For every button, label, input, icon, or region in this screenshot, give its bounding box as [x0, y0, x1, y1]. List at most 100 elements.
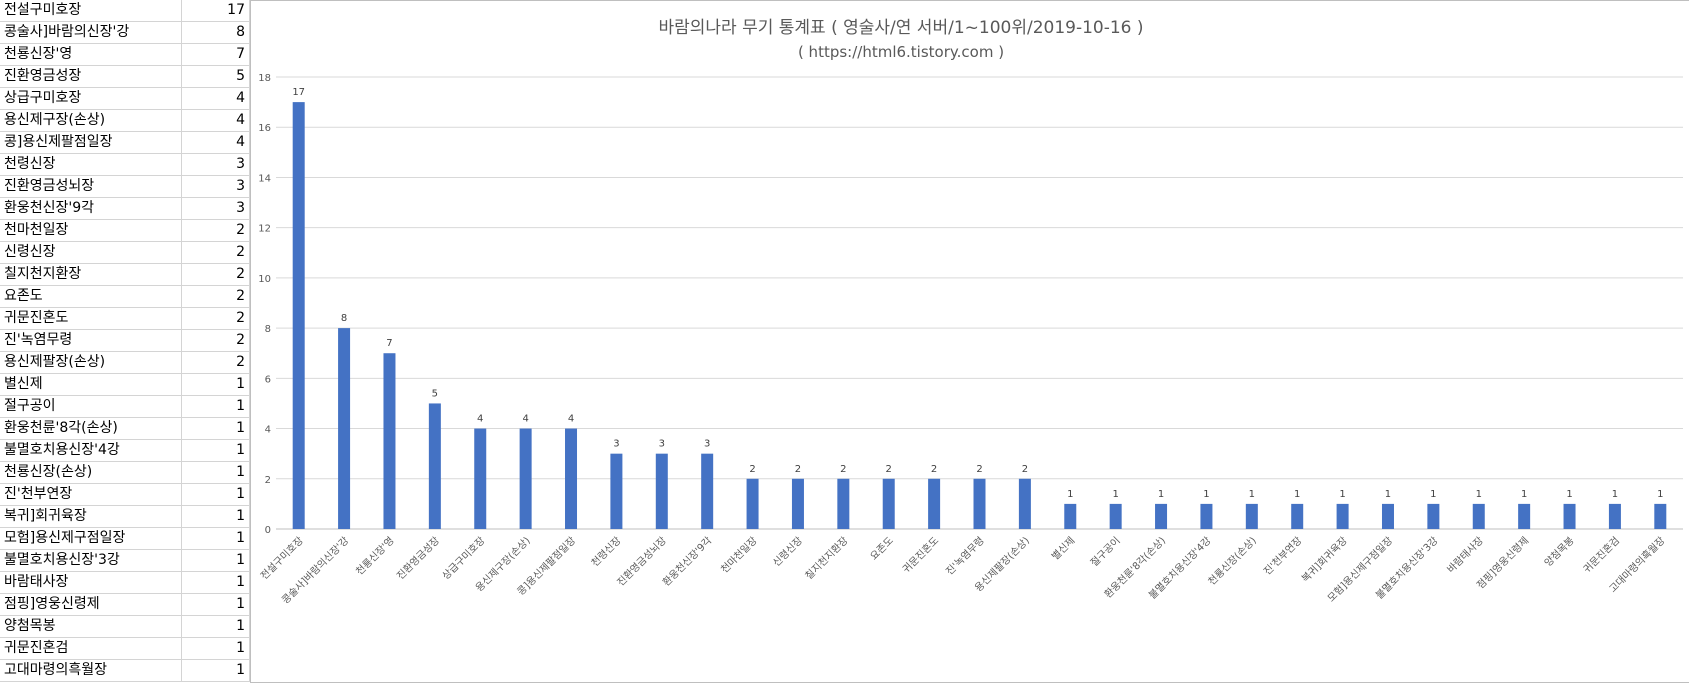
y-tick-label: 12 [258, 224, 271, 235]
weapon-count-cell[interactable]: 8 [181, 21, 251, 44]
bars [292, 102, 1667, 529]
x-tick-label: 신령신장 [771, 535, 806, 570]
weapon-count-cell[interactable]: 4 [181, 131, 251, 154]
x-tick-label: 바람태사장 [1444, 534, 1486, 576]
weapon-name-cell[interactable]: 천룡신장(손상) [0, 461, 182, 484]
weapon-name-cell[interactable]: 불멸호치용신장'4강 [0, 439, 182, 462]
y-tick-label: 0 [265, 525, 271, 536]
weapon-count-cell[interactable]: 1 [181, 593, 251, 616]
weapon-name-cell[interactable]: 절구공이 [0, 395, 182, 418]
weapon-count-cell[interactable]: 1 [181, 549, 251, 572]
table-row: 천마천일장 2 [0, 219, 251, 242]
data-label: 1 [1294, 489, 1300, 500]
table-row: 칠지천지환장 2 [0, 263, 251, 286]
weapon-count-cell[interactable]: 1 [181, 483, 251, 506]
weapon-count-cell[interactable]: 1 [181, 439, 251, 462]
x-tick-label: 천룡신장(손상) [1206, 535, 1259, 588]
weapon-count-cell[interactable]: 2 [181, 351, 251, 374]
weapon-name-cell[interactable]: 천령신장 [0, 153, 182, 176]
weapon-name-cell[interactable]: 양첨목봉 [0, 615, 182, 638]
weapon-count-cell[interactable]: 1 [181, 637, 251, 660]
weapon-name-cell[interactable]: 복귀]회귀육장 [0, 505, 182, 528]
weapon-count-cell[interactable]: 2 [181, 307, 251, 330]
weapon-name-cell[interactable]: 불멸호치용신장'3강 [0, 549, 182, 572]
weapon-name-cell[interactable]: 진환영금성장 [0, 65, 182, 88]
weapon-count-cell[interactable]: 3 [181, 175, 251, 198]
weapon-name-cell[interactable]: 점핑]영웅신령제 [0, 593, 182, 616]
x-tick-label: 복귀]회귀육장 [1299, 535, 1349, 585]
weapon-name-cell[interactable]: 요존도 [0, 285, 182, 308]
weapon-count-cell[interactable]: 1 [181, 571, 251, 594]
weapon-name-cell[interactable]: 용신제팔장(손상) [0, 351, 182, 374]
weapon-count-cell[interactable]: 2 [181, 285, 251, 308]
weapon-name-cell[interactable]: 진'녹염무령 [0, 329, 182, 352]
table-row: 불멸호치용신장'4강 1 [0, 439, 251, 462]
weapon-name-cell[interactable]: 별신제 [0, 373, 182, 396]
weapon-name-cell[interactable]: 바람태사장 [0, 571, 182, 594]
table-row: 진환영금성뇌장 3 [0, 175, 251, 198]
weapon-name-cell[interactable]: 용신제구장(손상) [0, 109, 182, 132]
weapon-name-cell[interactable]: 환웅천륜'8각(손상) [0, 417, 182, 440]
y-tick-label: 8 [265, 324, 271, 335]
weapon-count-cell[interactable]: 2 [181, 329, 251, 352]
bar [1155, 503, 1168, 529]
y-tick-label: 16 [258, 123, 271, 134]
weapon-count-cell[interactable]: 5 [181, 65, 251, 88]
weapon-name-cell[interactable]: 환웅천신장'9각 [0, 197, 182, 220]
bar [1109, 503, 1122, 529]
weapon-count-cell[interactable]: 4 [181, 109, 251, 132]
data-label: 3 [659, 439, 665, 450]
weapon-count-cell[interactable]: 1 [181, 461, 251, 484]
weapon-name-cell[interactable]: 진'천부연장 [0, 483, 182, 506]
y-tick-label: 14 [258, 173, 271, 184]
weapon-count-cell[interactable]: 2 [181, 219, 251, 242]
weapon-name-cell[interactable]: 칠지천지환장 [0, 263, 182, 286]
bar [746, 478, 759, 529]
weapon-name-cell[interactable]: 콩술사]바람의신장'강 [0, 21, 182, 44]
weapon-count-cell[interactable]: 4 [181, 87, 251, 110]
weapon-name-cell[interactable]: 전설구미호장 [0, 0, 182, 22]
x-tick-label: 양첨목봉 [1542, 535, 1577, 570]
bar [701, 453, 714, 529]
weapon-name-cell[interactable]: 천룡신장'영 [0, 43, 182, 66]
weapon-count-cell[interactable]: 17 [181, 0, 251, 22]
weapon-name-cell[interactable]: 신령신장 [0, 241, 182, 264]
weapon-count-cell[interactable]: 1 [181, 615, 251, 638]
chart-panel[interactable]: 바람의나라 무기 통계표 ( 영술사/연 서버/1~100위/2019-10-1… [250, 0, 1689, 683]
data-label: 1 [1203, 489, 1209, 500]
bar [1608, 503, 1621, 529]
weapon-count-cell[interactable]: 3 [181, 153, 251, 176]
bar [338, 328, 351, 529]
weapon-name-cell[interactable]: 고대마령의흑월장 [0, 659, 182, 682]
bar [1381, 503, 1394, 529]
weapon-count-cell[interactable]: 1 [181, 505, 251, 528]
data-label: 1 [1339, 489, 1345, 500]
weapon-name-cell[interactable]: 콩]용신제팔점일장 [0, 131, 182, 154]
weapon-count-cell[interactable]: 7 [181, 43, 251, 66]
weapon-count-cell[interactable]: 2 [181, 263, 251, 286]
bar [428, 403, 441, 529]
weapon-name-cell[interactable]: 귀문진혼검 [0, 637, 182, 660]
x-tick-label: 칠지천지환장 [803, 535, 851, 583]
weapon-count-cell[interactable]: 2 [181, 241, 251, 264]
weapon-count-cell[interactable]: 1 [181, 659, 251, 682]
weapon-name-cell[interactable]: 귀문진혼도 [0, 307, 182, 330]
bar [474, 428, 487, 529]
weapon-name-cell[interactable]: 모험]용신제구점일장 [0, 527, 182, 550]
weapon-count-cell[interactable]: 3 [181, 197, 251, 220]
weapon-name-cell[interactable]: 상급구미호장 [0, 87, 182, 110]
bar [383, 353, 396, 529]
weapon-name-cell[interactable]: 천마천일장 [0, 219, 182, 242]
table-row: 모험]용신제구점일장 1 [0, 527, 251, 550]
weapon-count-cell[interactable]: 1 [181, 527, 251, 550]
bar [1064, 503, 1077, 529]
weapon-count-cell[interactable]: 1 [181, 417, 251, 440]
x-tick-label: 진'천부연장 [1261, 535, 1304, 578]
weapon-name-cell[interactable]: 진환영금성뇌장 [0, 175, 182, 198]
bar [1563, 503, 1576, 529]
x-tick-label: 진환영금성장 [394, 535, 442, 583]
weapon-count-cell[interactable]: 1 [181, 373, 251, 396]
data-label: 2 [976, 464, 982, 475]
weapon-count-cell[interactable]: 1 [181, 395, 251, 418]
bar [1291, 503, 1304, 529]
